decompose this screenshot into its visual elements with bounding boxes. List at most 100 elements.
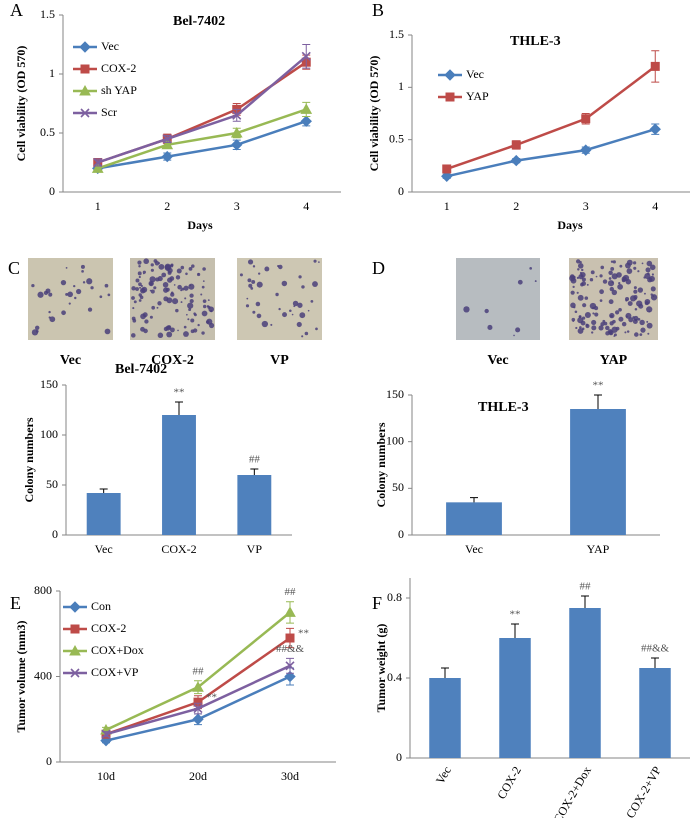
- point: [441, 170, 453, 183]
- colony: [577, 268, 580, 271]
- legend-marker: [69, 644, 81, 656]
- y-tick-label: 0: [46, 754, 52, 768]
- colony: [484, 308, 489, 314]
- colony: [586, 283, 589, 286]
- colony: [166, 331, 173, 338]
- x-tick-label: 2: [513, 199, 519, 213]
- colony: [264, 266, 270, 272]
- legend-marker: [79, 84, 91, 96]
- y-tick-label: 0.8: [387, 590, 402, 604]
- photo-bg: [28, 258, 113, 340]
- colony: [80, 264, 85, 269]
- colony: [156, 306, 159, 309]
- x-tick-label: 4: [303, 199, 309, 213]
- colony: [131, 333, 136, 338]
- colony: [463, 306, 470, 313]
- colony: [610, 260, 614, 263]
- colony: [144, 319, 149, 324]
- point: [192, 713, 204, 725]
- y-axis-label: Colony numbers: [22, 417, 36, 502]
- colony-photo: [456, 258, 540, 340]
- colony: [201, 331, 205, 335]
- colony: [141, 286, 148, 293]
- point: [284, 606, 296, 617]
- y-tick-label: 0: [49, 184, 55, 198]
- colony: [49, 316, 56, 323]
- colony: [256, 313, 262, 319]
- x-tick-label: COX-2: [161, 542, 196, 556]
- y-tick-label: 150: [40, 377, 58, 391]
- colony: [529, 267, 532, 270]
- colony: [646, 320, 649, 323]
- colony: [149, 289, 152, 292]
- colony: [297, 302, 303, 308]
- colony: [633, 289, 638, 294]
- colony: [637, 270, 640, 273]
- colony: [571, 317, 576, 322]
- colony: [581, 268, 584, 272]
- colony: [609, 321, 614, 326]
- photo-bg: [237, 258, 322, 340]
- colony: [252, 265, 256, 268]
- colony: [151, 305, 156, 310]
- colony: [589, 302, 597, 310]
- annotation: **: [206, 692, 217, 704]
- colony: [611, 281, 614, 284]
- colony: [611, 289, 618, 296]
- colony: [158, 263, 165, 270]
- colony: [150, 268, 154, 272]
- y-tick-label: 0: [398, 527, 404, 541]
- colony: [31, 283, 35, 288]
- y-tick-label: 100: [40, 427, 58, 441]
- panel-letter: E: [10, 593, 21, 613]
- colony: [296, 321, 302, 328]
- colony: [197, 323, 200, 327]
- bar: [639, 668, 671, 758]
- colony: [206, 318, 213, 325]
- colony: [164, 263, 171, 270]
- point: [284, 670, 296, 683]
- colony: [74, 296, 77, 300]
- colony: [291, 313, 294, 316]
- colony: [34, 325, 40, 331]
- annotation: **: [298, 628, 309, 640]
- colony: [191, 264, 195, 268]
- colony: [45, 288, 51, 294]
- colony: [582, 303, 587, 308]
- colony: [626, 330, 630, 333]
- x-tick-label: 10d: [97, 769, 115, 783]
- colony: [252, 310, 256, 314]
- colony: [643, 292, 646, 295]
- colony: [513, 334, 515, 337]
- colony: [579, 260, 582, 264]
- colony: [210, 309, 213, 313]
- colony: [282, 312, 288, 318]
- colony: [634, 332, 639, 337]
- colony: [200, 293, 203, 296]
- colony: [644, 272, 651, 280]
- panel-letter: A: [10, 0, 23, 20]
- legend-label: Con: [91, 599, 111, 613]
- colony: [610, 266, 615, 271]
- point: [161, 150, 173, 163]
- colony: [646, 260, 653, 267]
- colony: [150, 263, 154, 267]
- colony: [608, 299, 614, 305]
- x-tick-label: 1: [95, 199, 101, 213]
- colony: [162, 281, 169, 288]
- annotation: **: [174, 387, 185, 399]
- colony: [201, 285, 205, 289]
- colony: [487, 324, 493, 330]
- y-tick-label: 1: [398, 79, 404, 93]
- colony: [175, 308, 179, 313]
- y-axis-label: Cell viability (OD 570): [367, 56, 381, 172]
- colony: [150, 289, 155, 294]
- y-tick-label: 0: [396, 750, 402, 764]
- colony: [176, 268, 182, 274]
- colony: [107, 293, 111, 297]
- colony: [184, 297, 187, 300]
- bar: [570, 409, 626, 535]
- annotation: **: [510, 609, 521, 621]
- y-tick-label: 0: [52, 527, 58, 541]
- colony: [621, 321, 627, 327]
